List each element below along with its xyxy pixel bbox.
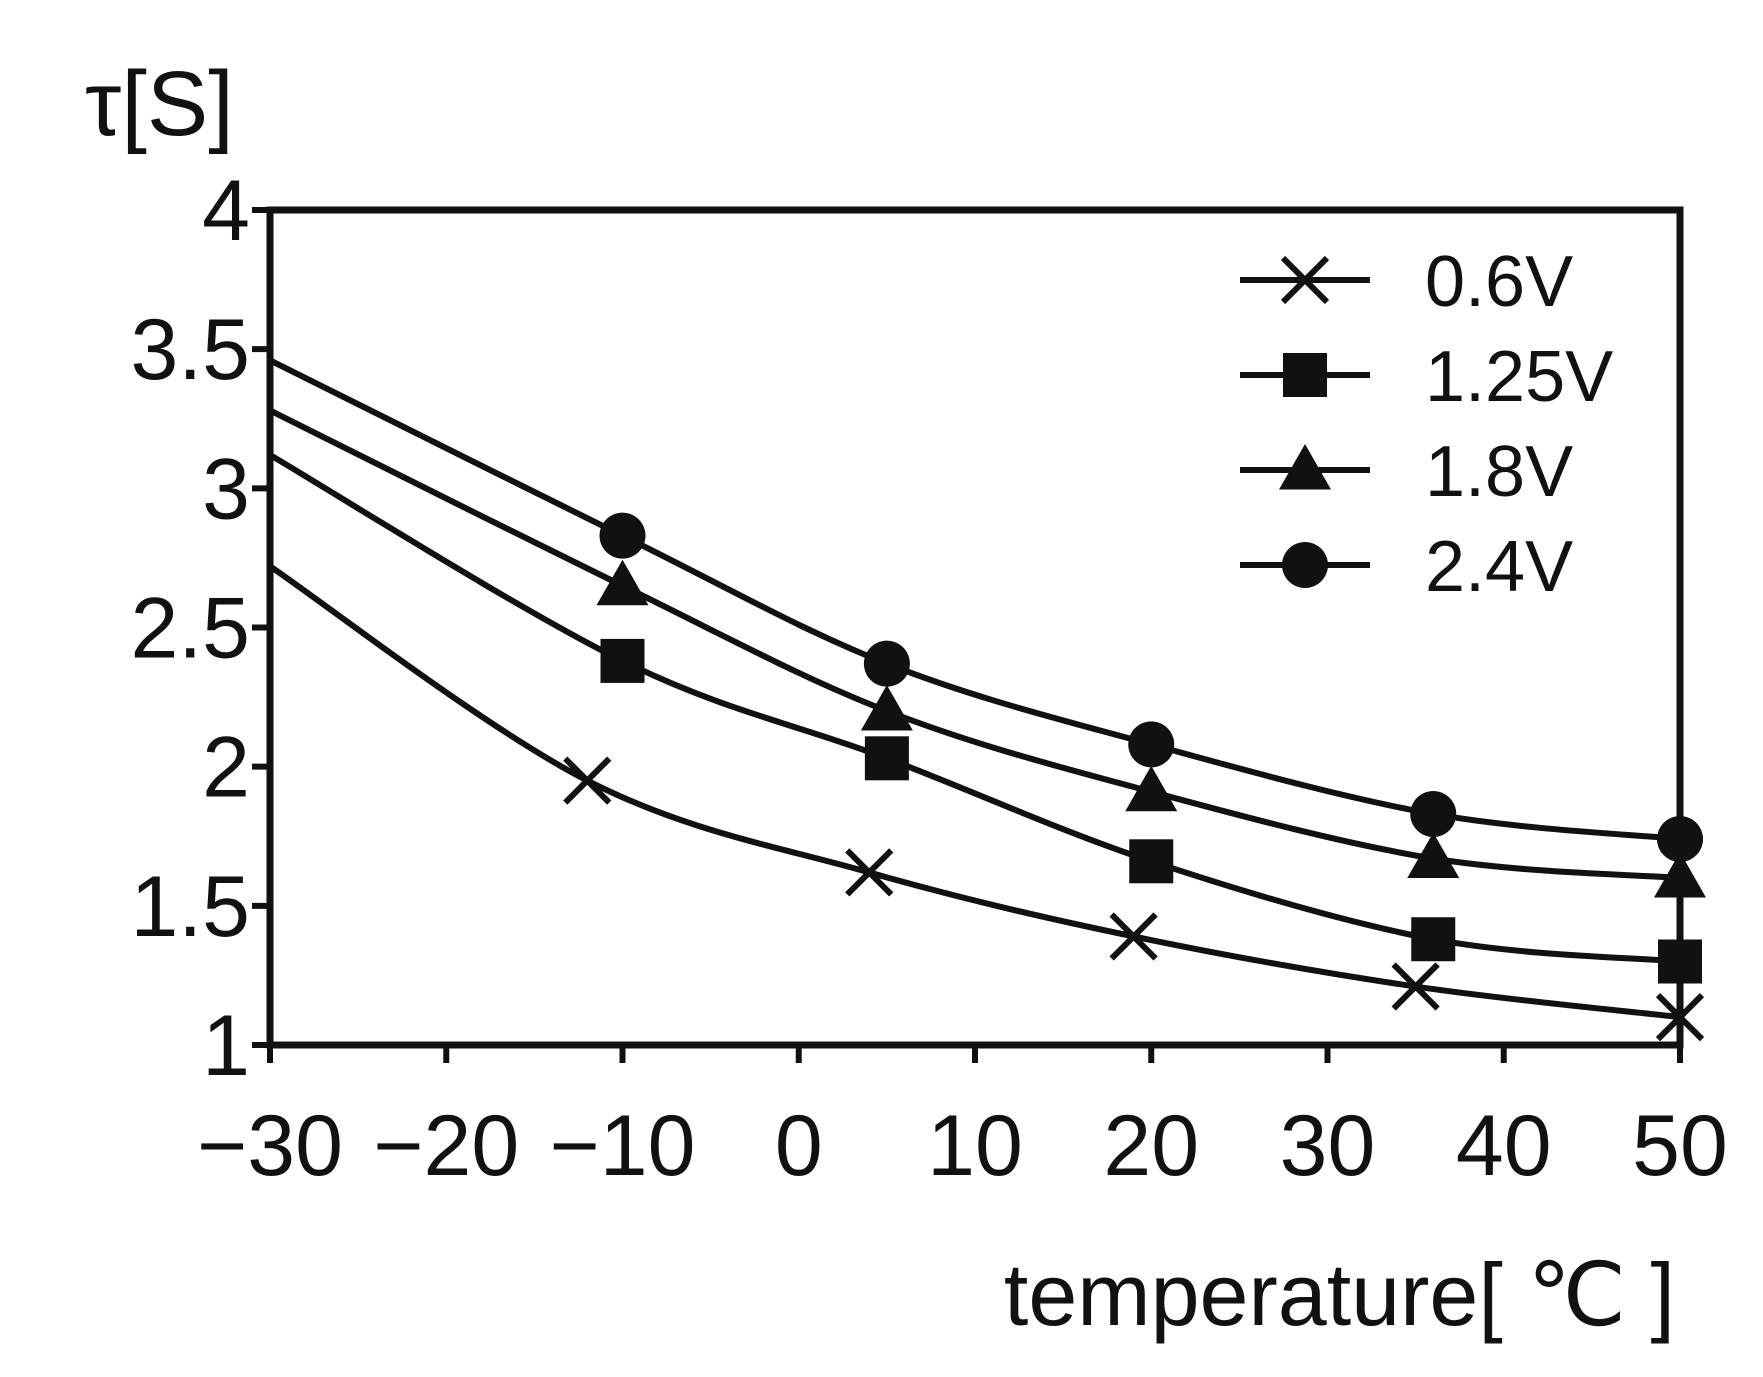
y-tick-label: 2.5 bbox=[130, 581, 250, 677]
y-tick-label: 2 bbox=[202, 720, 250, 816]
series-marker-2.4V bbox=[1128, 721, 1175, 768]
y-tick-label: 3 bbox=[202, 441, 250, 537]
legend-label: 0.6V bbox=[1425, 242, 1573, 322]
series-marker-2.4V bbox=[1410, 790, 1457, 837]
x-tick-label: 20 bbox=[1103, 1098, 1199, 1194]
legend-marker-1.8V bbox=[1279, 444, 1331, 490]
x-tick-label: 30 bbox=[1280, 1098, 1376, 1194]
y-tick-label: 4 bbox=[202, 163, 250, 259]
y-axis-label: τ[S] bbox=[85, 53, 234, 155]
legend-marker-1.25V bbox=[1283, 353, 1327, 397]
series-marker-2.4V bbox=[863, 640, 910, 687]
series-marker-0.6V bbox=[845, 848, 894, 897]
series-marker-1.25V bbox=[864, 736, 909, 781]
series-marker-1.8V bbox=[1125, 765, 1178, 812]
series-marker-0.6V bbox=[1109, 912, 1158, 961]
series-marker-1.25V bbox=[600, 638, 645, 683]
legend-label: 1.8V bbox=[1425, 432, 1573, 512]
series-marker-2.4V bbox=[599, 512, 646, 559]
legend-marker-2.4V bbox=[1282, 542, 1328, 588]
x-tick-label: 10 bbox=[927, 1098, 1023, 1194]
series-marker-1.25V bbox=[1129, 839, 1174, 884]
legend-label: 1.25V bbox=[1425, 337, 1613, 417]
y-tick-label: 1.5 bbox=[130, 859, 250, 955]
x-tick-label: −10 bbox=[550, 1098, 696, 1194]
y-axis: 1 1.5 2 2.5 3 3.5 4 bbox=[130, 163, 270, 1094]
x-tick-label: 50 bbox=[1632, 1098, 1728, 1194]
series-marker-0.6V bbox=[563, 756, 612, 805]
x-tick-label: −30 bbox=[197, 1098, 343, 1194]
x-tick-label: 0 bbox=[775, 1098, 823, 1194]
series-marker-1.8V bbox=[860, 685, 913, 731]
legend: 0.6V 1.25V 1.8V 2.4V bbox=[1240, 242, 1613, 607]
series-marker-1.8V bbox=[596, 559, 649, 606]
legend-marker-0.6V bbox=[1280, 255, 1330, 305]
x-axis-label: temperature[ ℃ ] bbox=[1004, 1245, 1675, 1344]
x-axis: −30 −20 −10 0 10 20 30 40 50 bbox=[197, 1045, 1728, 1194]
series-marker-1.8V bbox=[1407, 832, 1460, 879]
y-tick-label: 1 bbox=[202, 998, 250, 1094]
series-marker-1.25V bbox=[1411, 917, 1456, 962]
series-marker-0.6V bbox=[1391, 962, 1440, 1011]
x-tick-label: −20 bbox=[373, 1098, 519, 1194]
x-tick-label: 40 bbox=[1456, 1098, 1552, 1194]
legend-label: 2.4V bbox=[1425, 527, 1573, 607]
series-line-0.6V bbox=[268, 563, 1681, 1021]
y-tick-label: 3.5 bbox=[130, 302, 250, 398]
plot-frame bbox=[266, 206, 1684, 1049]
